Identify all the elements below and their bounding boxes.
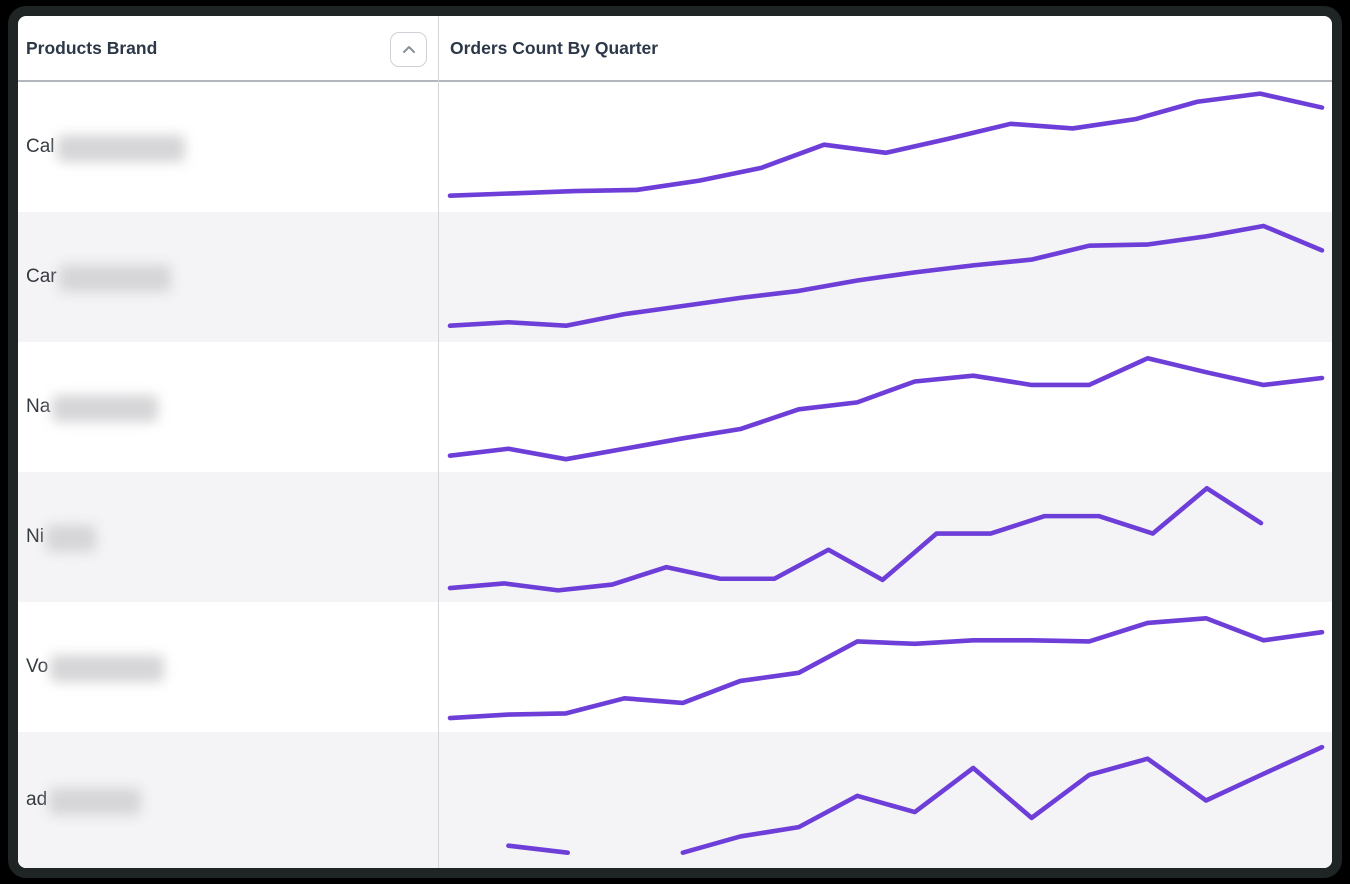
brand-cell[interactable]: Car bbox=[18, 212, 438, 342]
orders-sparkline bbox=[450, 349, 1322, 465]
orders-count-label: Orders Count By Quarter bbox=[450, 37, 659, 58]
brand-name-prefix: Cal bbox=[26, 136, 55, 157]
brand-cell[interactable]: Vo bbox=[18, 602, 438, 732]
redacted-text-blur bbox=[49, 787, 142, 815]
brand-name-prefix: Na bbox=[26, 396, 51, 417]
orders-sparkline bbox=[450, 609, 1322, 725]
table-row[interactable]: Na bbox=[18, 342, 1332, 472]
sparkline-cell bbox=[438, 212, 1332, 342]
brand-name-prefix: ad bbox=[26, 789, 48, 810]
sparkline-cell bbox=[438, 602, 1332, 732]
redacted-text-blur bbox=[58, 264, 171, 292]
products-brand-label: Products Brand bbox=[26, 37, 158, 58]
chevron-up-icon bbox=[402, 46, 415, 53]
redacted-text-blur bbox=[50, 654, 165, 682]
table: Products Brand Orders Count By Quarter C… bbox=[18, 16, 1332, 868]
brand-cell[interactable]: Cal bbox=[18, 82, 438, 212]
orders-sparkline bbox=[450, 89, 1322, 205]
sparkline-cell bbox=[438, 732, 1332, 868]
brand-cell[interactable]: Ni bbox=[18, 472, 438, 602]
orders-sparkline bbox=[450, 739, 1322, 855]
orders-sparkline bbox=[450, 479, 1322, 595]
redacted-text-blur bbox=[56, 134, 185, 162]
table-row[interactable]: ad bbox=[18, 732, 1332, 868]
brand-cell[interactable]: ad bbox=[18, 732, 438, 868]
sparkline-cell bbox=[438, 342, 1332, 472]
table-row[interactable]: Vo bbox=[18, 602, 1332, 732]
sort-button[interactable] bbox=[390, 32, 427, 67]
brand-name-prefix: Vo bbox=[26, 656, 49, 677]
table-row[interactable]: Cal bbox=[18, 82, 1332, 212]
sparkline-cell bbox=[438, 82, 1332, 212]
column-header-products-brand[interactable]: Products Brand bbox=[18, 16, 438, 80]
app-window: Products Brand Orders Count By Quarter C… bbox=[8, 6, 1342, 878]
brand-name-prefix: Car bbox=[26, 266, 57, 287]
brand-name-prefix: Ni bbox=[26, 526, 44, 547]
column-divider bbox=[438, 16, 439, 868]
brand-cell[interactable]: Na bbox=[18, 342, 438, 472]
table-row[interactable]: Car bbox=[18, 212, 1332, 342]
redacted-text-blur bbox=[52, 394, 159, 422]
table-header-row: Products Brand Orders Count By Quarter bbox=[18, 16, 1332, 82]
column-header-orders-count[interactable]: Orders Count By Quarter bbox=[438, 16, 1332, 80]
redacted-text-blur bbox=[45, 524, 96, 552]
sparkline-cell bbox=[438, 472, 1332, 602]
orders-sparkline bbox=[450, 219, 1322, 335]
table-row[interactable]: Ni bbox=[18, 472, 1332, 602]
